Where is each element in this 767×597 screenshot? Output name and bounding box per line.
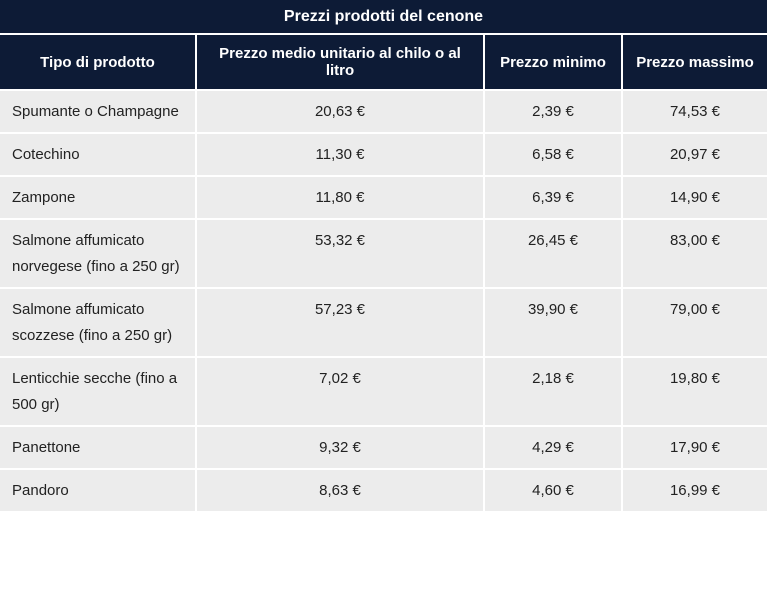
min-price-cell: 2,18 € — [483, 356, 622, 426]
product-cell: Salmone affumicato norvegese (fino a 250… — [0, 218, 196, 288]
min-price-cell: 2,39 € — [483, 89, 622, 133]
max-price-cell: 74,53 € — [621, 89, 767, 133]
avg-price-cell: 53,32 € — [195, 218, 484, 288]
product-cell: Panettone — [0, 425, 196, 469]
header-row: Tipo di prodotto Prezzo medio unitario a… — [0, 35, 767, 90]
max-price-cell: 20,97 € — [621, 132, 767, 176]
table-row: Spumante o Champagne 20,63 €2,39 €74,53 € — [0, 89, 767, 133]
table-row: Panettone 9,32 €4,29 €17,90 € — [0, 425, 767, 469]
price-table-container: Prezzi prodotti del cenone Tipo di prodo… — [0, 0, 767, 511]
product-cell: Pandoro — [0, 468, 196, 511]
avg-price-cell: 57,23 € — [195, 287, 484, 357]
avg-price-cell: 11,80 € — [195, 175, 484, 219]
min-price-cell: 4,29 € — [483, 425, 622, 469]
product-cell: Salmone affumicato scozzese (fino a 250 … — [0, 287, 196, 357]
table-row: Lenticchie secche (fino a 500 gr) 7,02 €2… — [0, 356, 767, 426]
column-header-min-price: Prezzo minimo — [483, 35, 622, 90]
table-row: Zampone 11,80 €6,39 €14,90 € — [0, 175, 767, 219]
min-price-cell: 6,58 € — [483, 132, 622, 176]
avg-price-cell: 8,63 € — [195, 468, 484, 511]
table-title: Prezzi prodotti del cenone — [0, 0, 767, 35]
product-cell: Zampone — [0, 175, 196, 219]
min-price-cell: 6,39 € — [483, 175, 622, 219]
product-cell: Cotechino — [0, 132, 196, 176]
avg-price-cell: 11,30 € — [195, 132, 484, 176]
min-price-cell: 39,90 € — [483, 287, 622, 357]
table-row: Salmone affumicato norvegese (fino a 250… — [0, 218, 767, 288]
column-header-product: Tipo di prodotto — [0, 35, 196, 90]
product-cell: Spumante o Champagne — [0, 89, 196, 133]
column-header-avg-price: Prezzo medio unitario al chilo o al litr… — [195, 35, 484, 90]
max-price-cell: 16,99 € — [621, 468, 767, 511]
avg-price-cell: 20,63 € — [195, 89, 484, 133]
max-price-cell: 17,90 € — [621, 425, 767, 469]
table-row: Salmone affumicato scozzese (fino a 250 … — [0, 287, 767, 357]
max-price-cell: 14,90 € — [621, 175, 767, 219]
table-row: Pandoro 8,63 €4,60 €16,99 € — [0, 468, 767, 511]
product-cell: Lenticchie secche (fino a 500 gr) — [0, 356, 196, 426]
column-header-max-price: Prezzo massimo — [621, 35, 767, 90]
table-row: Cotechino 11,30 €6,58 €20,97 € — [0, 132, 767, 176]
max-price-cell: 79,00 € — [621, 287, 767, 357]
min-price-cell: 4,60 € — [483, 468, 622, 511]
max-price-cell: 83,00 € — [621, 218, 767, 288]
price-table: Tipo di prodotto Prezzo medio unitario a… — [0, 35, 767, 511]
avg-price-cell: 7,02 € — [195, 356, 484, 426]
min-price-cell: 26,45 € — [483, 218, 622, 288]
avg-price-cell: 9,32 € — [195, 425, 484, 469]
max-price-cell: 19,80 € — [621, 356, 767, 426]
table-body: Spumante o Champagne 20,63 €2,39 €74,53 €… — [0, 89, 767, 511]
